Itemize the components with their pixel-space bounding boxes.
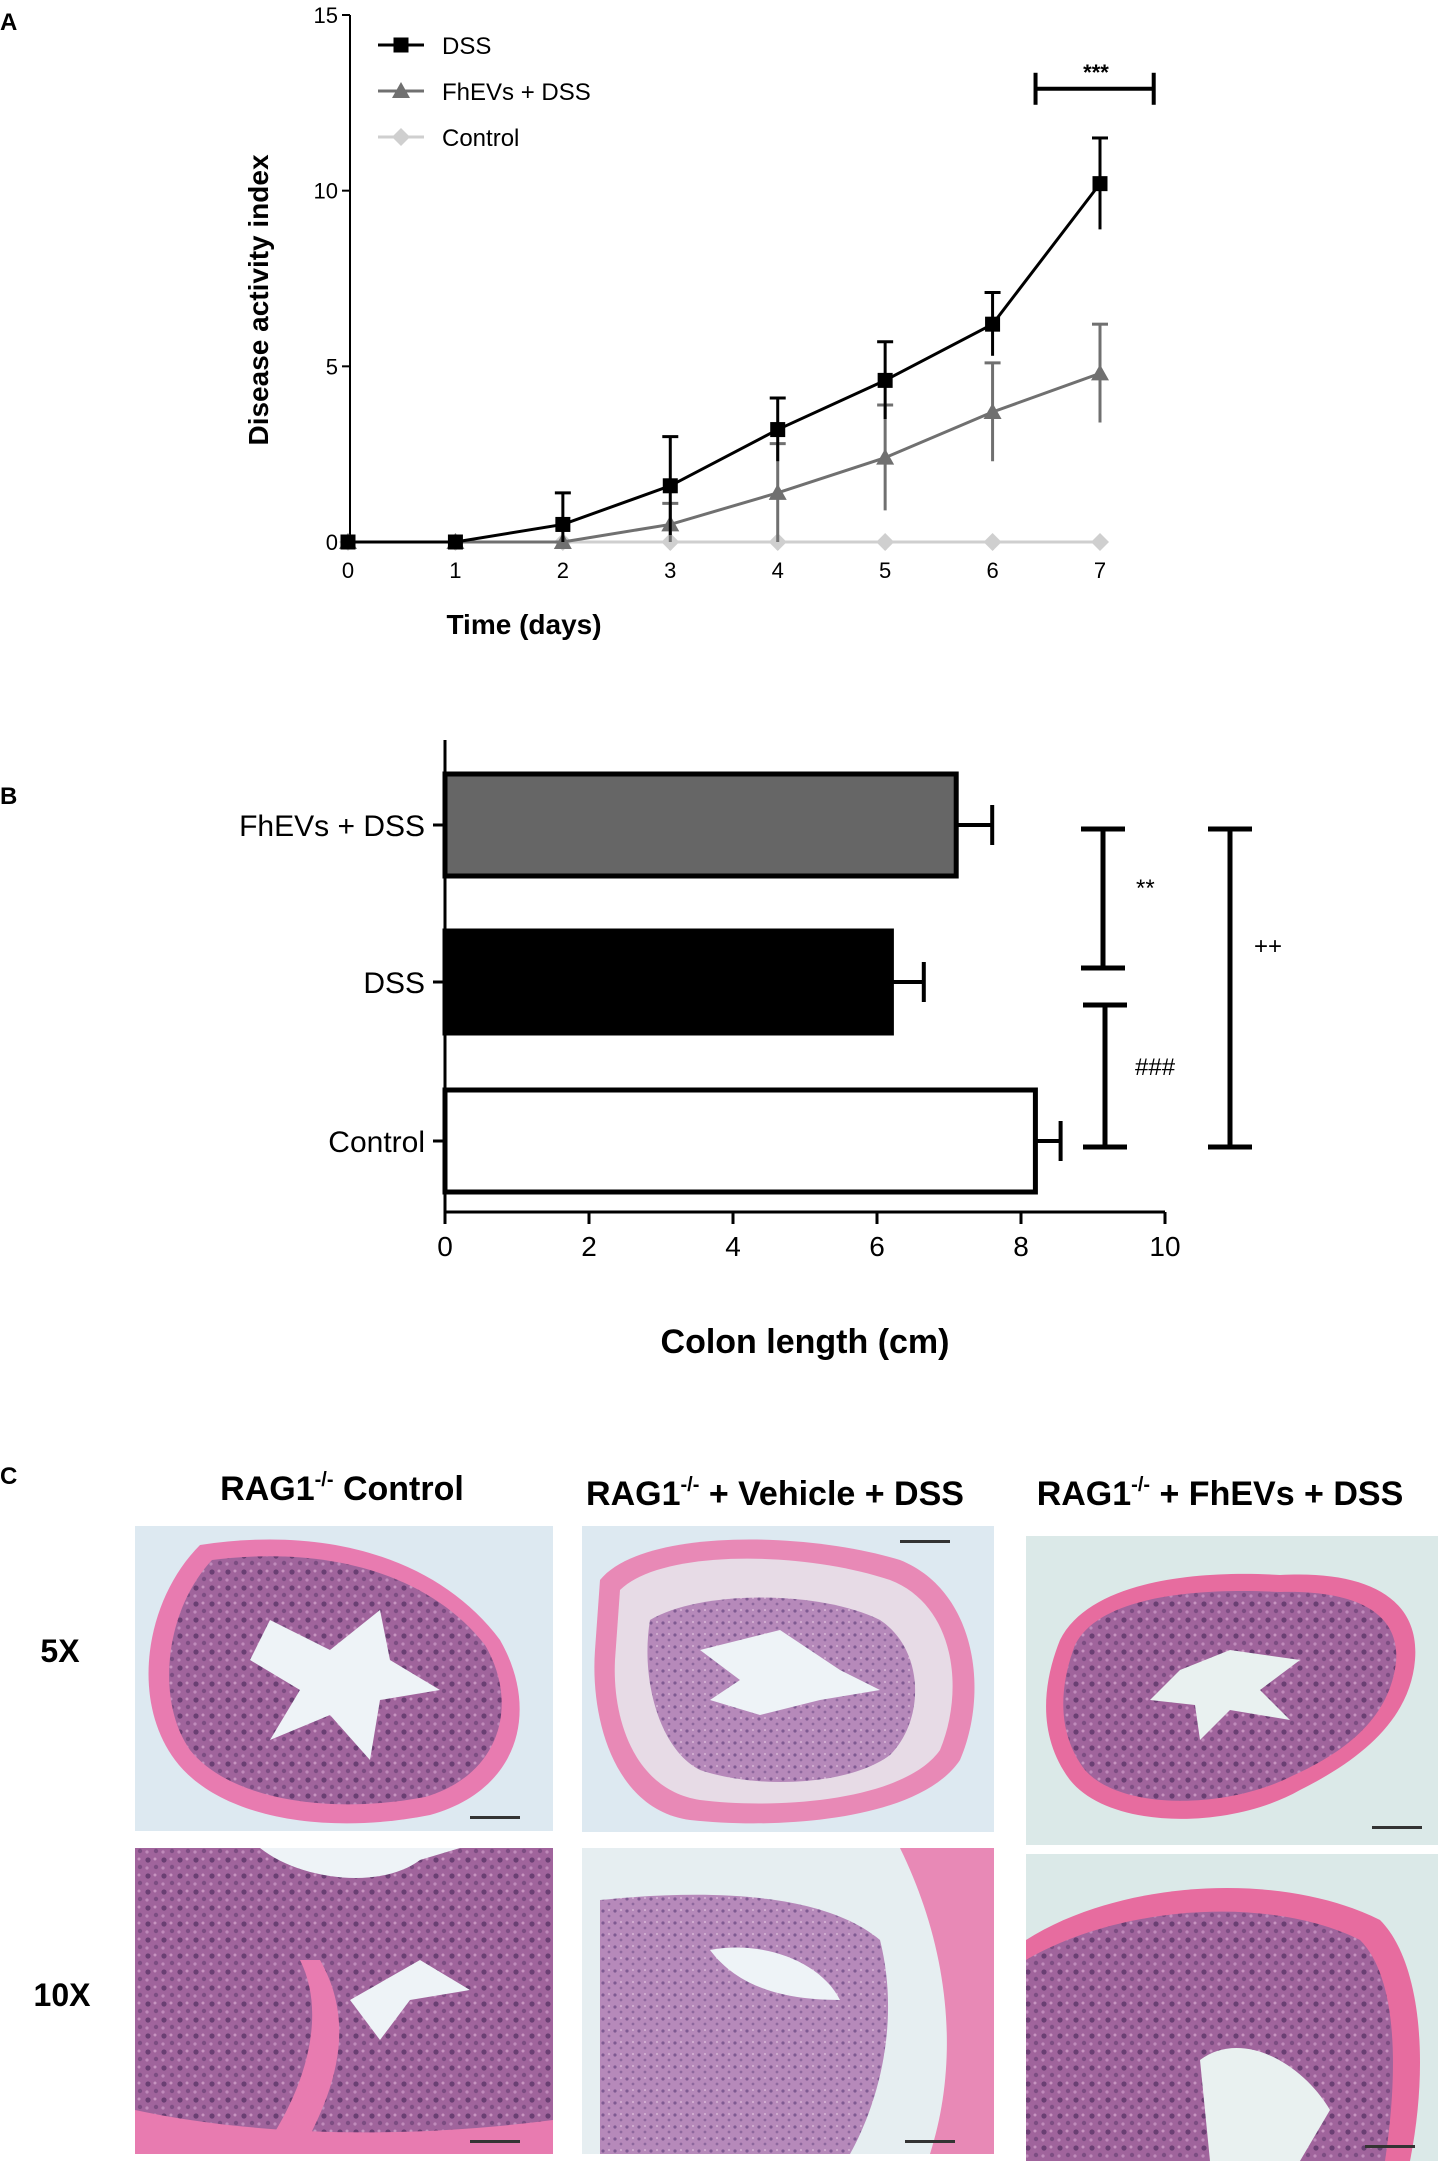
chart-a-xlabel: Time (days): [446, 609, 601, 640]
data-point: [662, 478, 678, 494]
legend-label: Control: [442, 125, 519, 152]
x-tick-label: 6: [986, 558, 998, 583]
panel-b-letter: B: [0, 783, 17, 810]
data-point: [1092, 176, 1108, 192]
category-label: FhEVs + DSS: [239, 810, 425, 843]
data-point: [876, 448, 895, 465]
data-point: [768, 483, 787, 500]
x-tick-label: 2: [581, 1231, 597, 1262]
micrograph-vehicle-dss-10x: [582, 1848, 994, 2154]
histology-column-title: RAG1-/- + Vehicle + DSS: [586, 1474, 964, 1513]
histology-column-title: RAG1-/- Control: [220, 1469, 464, 1508]
data-point: [876, 533, 895, 551]
chart-a: 0 5 10 15 0 1 2 3 4 5 6 7 DSS FhEVs + DSS Control: [314, 3, 1156, 583]
x-tick-label: 2: [557, 558, 569, 583]
legend-marker: [392, 128, 410, 146]
y-tick-label: 15: [314, 3, 338, 28]
histology-row-label-10x: 10X: [34, 1977, 92, 2013]
x-tick-label: 4: [772, 558, 784, 583]
data-point: [1091, 364, 1109, 381]
histology-column-title: RAG1-/- + FhEVs + DSS: [1037, 1474, 1404, 1513]
data-point: [877, 372, 893, 388]
x-tick-label: 6: [869, 1231, 885, 1262]
x-tick-label: 10: [1149, 1231, 1180, 1262]
data-point: [340, 534, 356, 550]
chart-b: 0 2 4 6 8 10 FhEVs + DSS DSS Control: [239, 740, 1252, 1262]
category-label: Control: [328, 1126, 425, 1159]
series-line: [348, 182, 1102, 544]
data-point: [770, 422, 786, 438]
sig-label-fhevs-dss: **: [1136, 875, 1155, 902]
x-tick-label: 3: [664, 558, 676, 583]
data-point: [1091, 533, 1109, 551]
bar: [442, 928, 894, 1036]
data-point: [983, 533, 1002, 551]
x-tick-label: 1: [449, 558, 461, 583]
y-tick-label: 10: [314, 179, 338, 204]
x-tick-label: 7: [1094, 558, 1106, 583]
chart-a-ylabel: Disease activity index: [243, 154, 274, 445]
chart-a-annotation: ***: [1083, 60, 1109, 85]
histology-row-label-5x: 5X: [40, 1633, 80, 1669]
chart-b-xlabel: Colon length (cm): [661, 1323, 950, 1361]
category-label: DSS: [363, 967, 425, 1000]
bar: [442, 1087, 1038, 1195]
legend-marker: [393, 37, 409, 53]
x-tick-label: 8: [1013, 1231, 1029, 1262]
data-point: [555, 516, 571, 532]
data-point: [983, 403, 1002, 420]
panel-c-letter: C: [0, 1463, 17, 1490]
micrograph-control-5x: [135, 1526, 553, 1831]
x-tick-label: 5: [879, 558, 891, 583]
micrograph-fhevs-dss-5x: [1026, 1536, 1438, 1845]
micrograph-vehicle-dss-5x: [582, 1526, 994, 1832]
y-tick-label: 5: [326, 354, 338, 379]
sig-label-fhevs-control: ++: [1254, 933, 1282, 960]
data-point: [447, 534, 463, 550]
y-tick-label: 0: [326, 530, 338, 555]
series-line: [348, 371, 1101, 544]
x-tick-label: 0: [342, 558, 354, 583]
legend-label: FhEVs + DSS: [442, 79, 591, 106]
data-point: [985, 316, 1001, 332]
sig-label-dss-control: ###: [1135, 1054, 1176, 1081]
legend-marker: [392, 82, 410, 98]
micrograph-fhevs-dss-10x: [1026, 1854, 1438, 2161]
micrograph-control-10x: [135, 1848, 553, 2154]
legend-label: DSS: [442, 33, 491, 60]
panel-a-letter: A: [0, 9, 17, 36]
bar: [442, 771, 959, 879]
x-tick-label: 0: [437, 1231, 453, 1262]
x-tick-label: 4: [725, 1231, 741, 1262]
